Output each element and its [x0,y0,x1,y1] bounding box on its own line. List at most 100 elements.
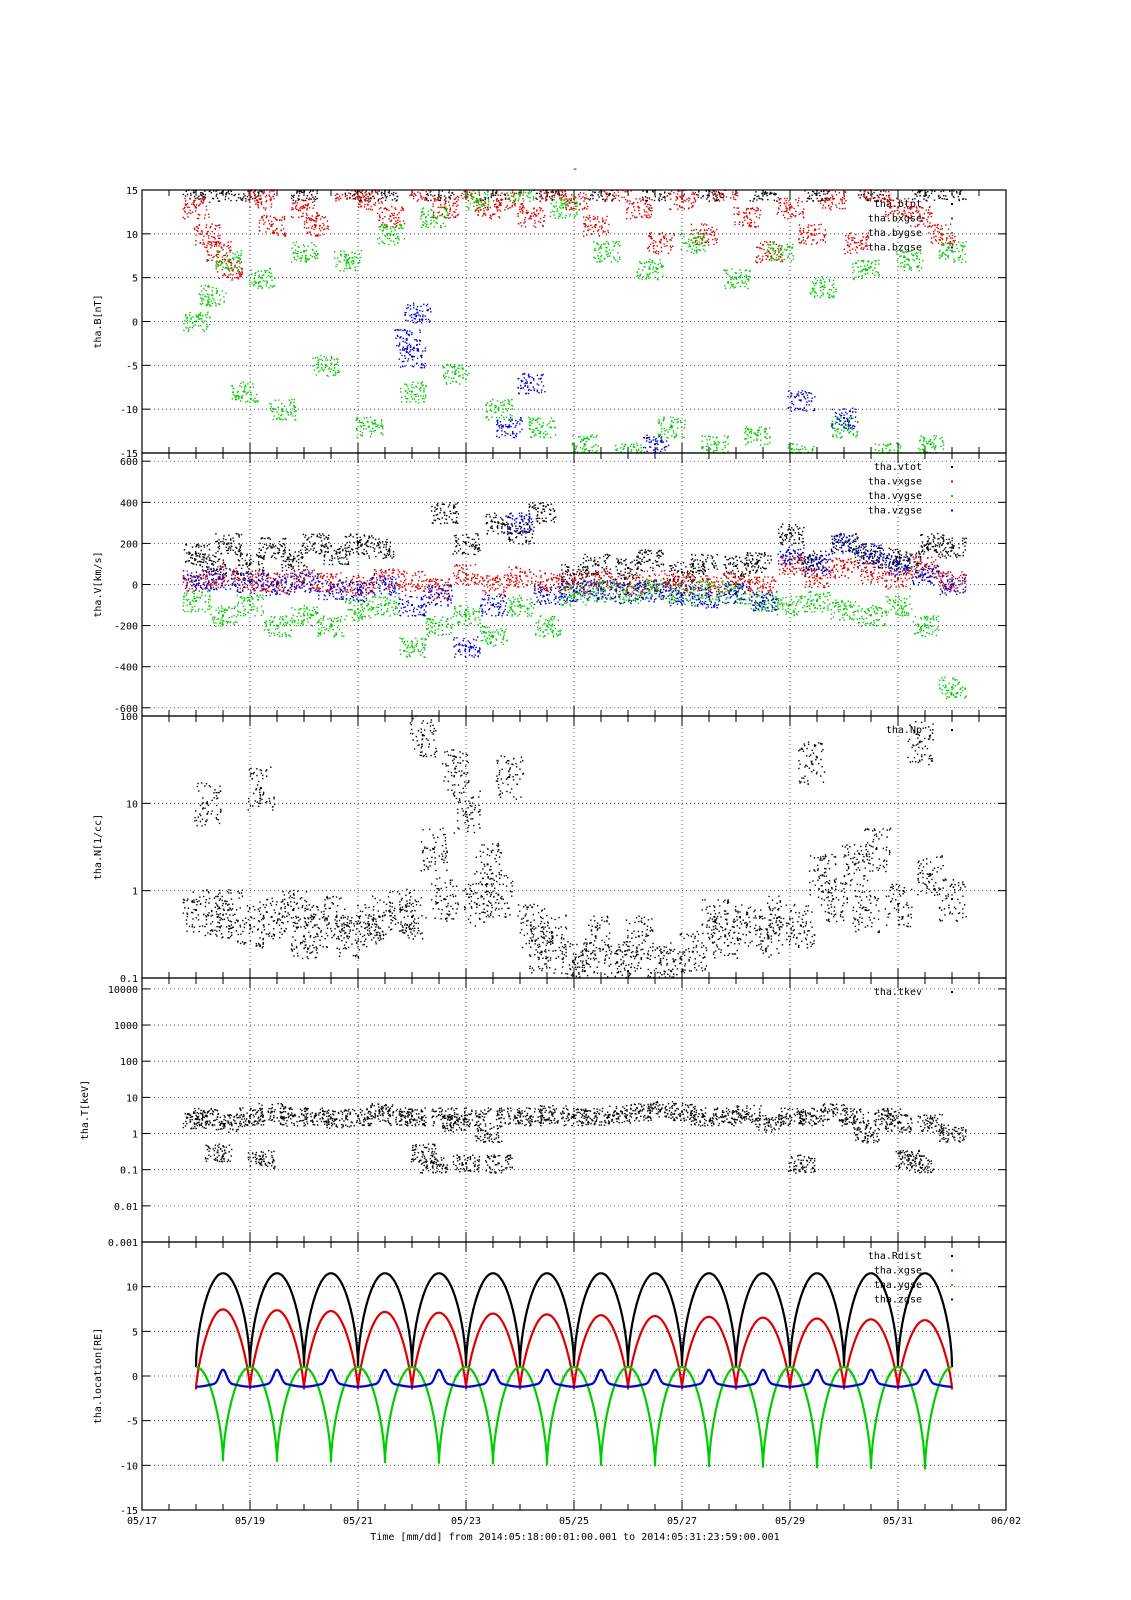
data-point [648,277,650,279]
data-point [522,205,524,207]
data-point [504,399,506,402]
data-point [499,194,502,197]
data-point [451,366,454,369]
data-point [499,181,500,182]
data-point [696,239,698,242]
data-point [594,180,595,181]
data-point [917,186,918,187]
data-point [647,260,650,263]
data-point [948,243,951,245]
data-point [586,436,588,438]
data-point [671,427,673,429]
data-point [865,196,868,198]
data-point [298,192,301,194]
data-point [563,186,564,187]
data-point [397,219,399,221]
data-point [205,304,208,307]
data-point [462,367,464,370]
data-point [644,211,646,213]
data-point [820,223,822,226]
data-point [595,181,596,182]
data-point [223,272,226,275]
data-point [267,275,270,277]
data-point [652,271,654,274]
data-point [351,257,353,259]
data-point [565,215,567,217]
data-point [365,197,367,199]
data-point [437,206,440,209]
data-point [429,185,430,186]
data-point [337,369,339,372]
data-point [316,257,319,259]
data-point [910,212,912,215]
data-point [950,186,951,187]
data-point [457,196,460,199]
data-point [605,250,608,253]
data-point [901,213,904,215]
data-point [265,201,267,203]
data-point [475,209,477,211]
data-point [492,213,495,215]
data-point [611,180,612,181]
data-point [661,232,663,234]
data-point [785,210,788,213]
data-point [638,448,640,451]
data-point [254,401,256,404]
data-point [240,400,242,402]
data-point [657,250,660,253]
data-point [710,229,712,231]
data-point [865,199,868,201]
data-point [649,235,652,238]
data-point [372,422,374,425]
data-point [184,197,186,200]
data-point [210,243,213,245]
data-point [378,202,380,204]
data-point [944,182,945,183]
data-point [523,200,525,202]
data-point [481,215,484,217]
data-point [961,186,962,187]
data-point [366,203,369,206]
data-point [453,210,455,213]
data-point [524,226,527,228]
data-point [344,194,347,196]
data-point [396,237,398,239]
data-point [346,187,347,188]
data-point [553,206,556,208]
data-point [352,260,355,262]
data-point [424,187,425,188]
data-point [676,196,678,198]
data-point [694,191,696,194]
data-point [468,365,470,368]
data-point [414,184,415,185]
data-point [254,193,256,196]
data-point [215,195,217,197]
data-point [856,247,859,249]
data-point [592,197,594,200]
data-point [226,255,228,258]
data-point [232,274,234,276]
data-point [300,258,302,260]
data-point [920,219,923,222]
data-point [825,198,828,200]
data-point [669,428,671,431]
data-point [189,198,191,200]
data-point [292,196,295,199]
data-point [917,211,919,214]
data-point [651,238,653,240]
data-point [316,214,319,216]
data-point [853,241,856,244]
data-point [689,245,691,247]
data-point [710,448,712,450]
data-point [319,229,322,232]
data-point [320,358,322,361]
data-point [273,284,276,287]
data-point [507,399,510,402]
data-point [686,198,688,200]
data-point [599,187,600,188]
data-point [455,180,456,181]
data-point [653,247,655,250]
data-point [564,192,567,195]
data-point [673,203,676,206]
data-point [576,213,578,216]
